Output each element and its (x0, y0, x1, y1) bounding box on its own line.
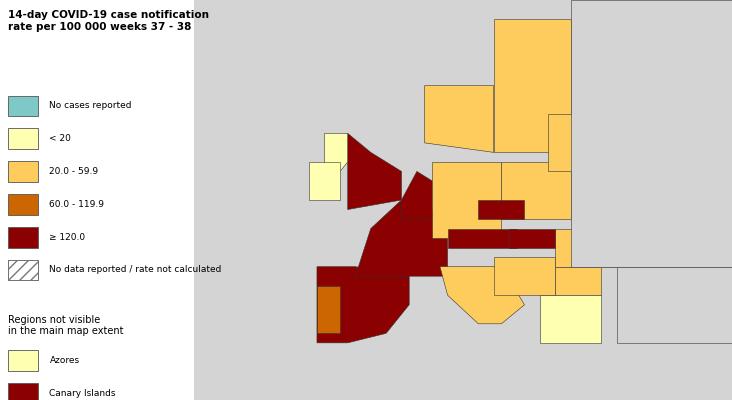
Text: No cases reported: No cases reported (50, 102, 132, 110)
Text: Azores: Azores (50, 356, 80, 365)
Polygon shape (493, 19, 601, 152)
Bar (8, 227, 38, 248)
Bar (8, 260, 38, 280)
Text: No data reported / rate not calculated: No data reported / rate not calculated (50, 266, 222, 274)
Bar (8, 161, 38, 182)
Polygon shape (425, 86, 493, 152)
Polygon shape (509, 228, 555, 248)
Polygon shape (448, 228, 517, 248)
Polygon shape (440, 267, 525, 324)
Polygon shape (548, 114, 601, 172)
Polygon shape (309, 162, 340, 200)
Polygon shape (616, 267, 732, 343)
Polygon shape (317, 267, 409, 343)
Bar (8, 383, 38, 400)
Polygon shape (555, 228, 616, 267)
Polygon shape (401, 172, 432, 219)
Polygon shape (571, 19, 616, 114)
Bar (8, 350, 38, 371)
Bar (8, 194, 38, 215)
Text: ≥ 120.0: ≥ 120.0 (50, 233, 86, 242)
Polygon shape (540, 295, 601, 343)
Text: Regions not visible
in the main map extent: Regions not visible in the main map exte… (8, 315, 123, 336)
Text: < 20: < 20 (50, 134, 71, 143)
Polygon shape (571, 0, 732, 267)
Text: 60.0 - 119.9: 60.0 - 119.9 (50, 200, 105, 209)
Polygon shape (317, 286, 340, 333)
Polygon shape (325, 133, 348, 172)
Polygon shape (501, 162, 571, 219)
Polygon shape (555, 267, 601, 295)
Polygon shape (479, 200, 525, 219)
Polygon shape (348, 133, 401, 210)
Polygon shape (355, 200, 448, 276)
Polygon shape (432, 162, 501, 238)
Bar (8, 128, 38, 149)
Polygon shape (493, 257, 555, 295)
Text: 20.0 - 59.9: 20.0 - 59.9 (50, 167, 99, 176)
Bar (8, 96, 38, 116)
Text: 14-day COVID-19 case notification
rate per 100 000 weeks 37 - 38: 14-day COVID-19 case notification rate p… (8, 10, 209, 32)
Bar (8, 260, 38, 280)
Text: Canary Islands: Canary Islands (50, 389, 116, 398)
